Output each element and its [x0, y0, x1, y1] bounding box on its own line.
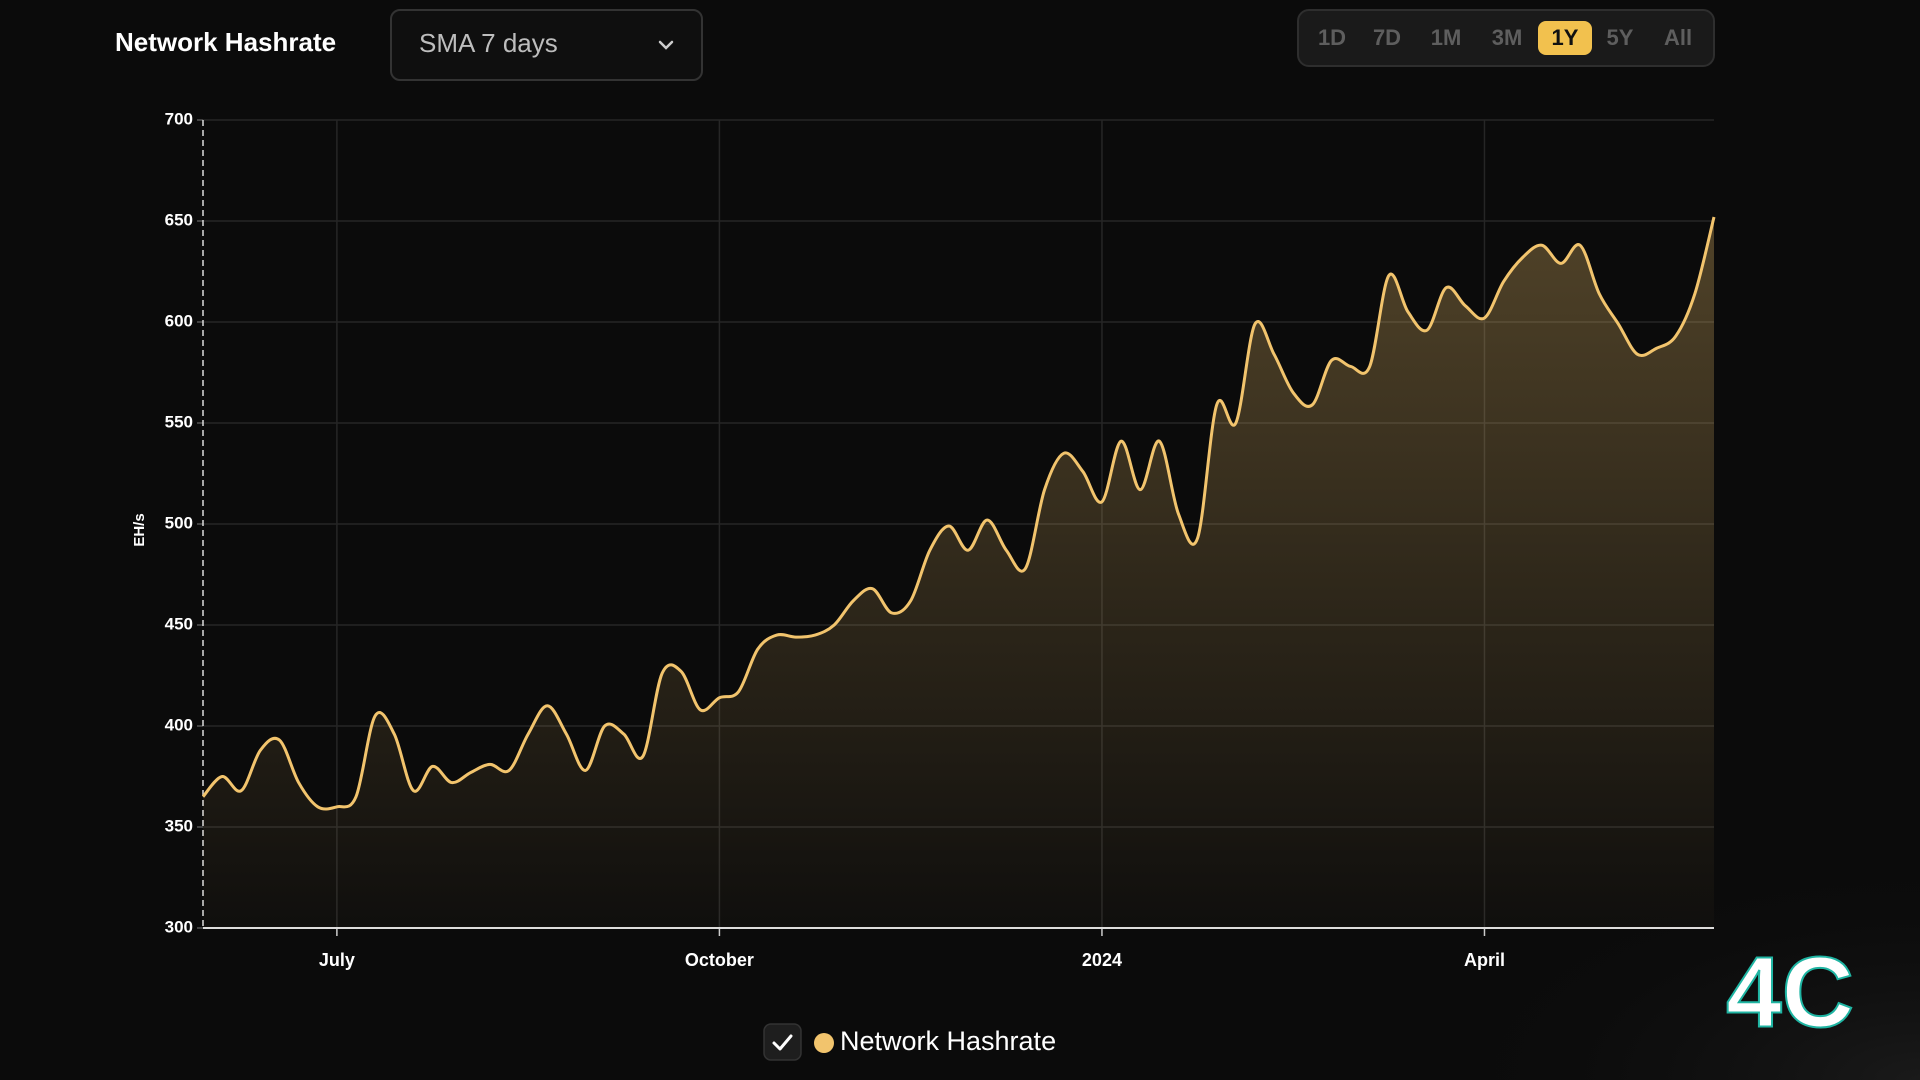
dropdown-chevron[interactable] [658, 40, 674, 50]
range-button[interactable]: 1D [1318, 25, 1346, 50]
range-button[interactable]: 7D [1373, 25, 1401, 50]
dropdown-label[interactable]: SMA 7 days [419, 28, 558, 58]
x-tick-label: July [319, 950, 355, 970]
y-tick-label: 550 [165, 412, 193, 431]
range-button[interactable]: 1Y [1552, 25, 1579, 50]
logo: 4C [1726, 936, 1854, 1048]
dropdown[interactable]: SMA 7 days [390, 9, 703, 81]
range-button[interactable]: 3M [1492, 25, 1523, 50]
legend-checkbox[interactable] [763, 1023, 802, 1061]
range-button[interactable]: 5Y [1607, 25, 1634, 50]
y-axis-label: EH/s [131, 513, 148, 546]
legend-checkmark [772, 1034, 793, 1051]
range-button-active[interactable] [1538, 21, 1592, 55]
range-selector [1297, 9, 1715, 67]
y-tick-label: 350 [165, 816, 193, 835]
chart-title: Network Hashrate [115, 27, 336, 57]
plot-area: 300 350 400 450 500 550 600 650 700 July October 20… [165, 109, 1716, 970]
y-tick-label: 500 [165, 513, 193, 532]
y-tick-label: 650 [165, 210, 193, 229]
y-tick-label: 400 [165, 715, 193, 734]
legend-label[interactable]: Network Hashrate [840, 1026, 1056, 1056]
range-button[interactable]: 1M [1431, 25, 1462, 50]
x-tick-label: April [1464, 950, 1505, 970]
y-tick-label: 700 [165, 109, 193, 128]
line [201, 216, 1716, 811]
legend-marker [814, 1033, 834, 1053]
y-tick-label: 600 [165, 311, 193, 330]
y-tick-label: 450 [165, 614, 193, 633]
range-button[interactable]: All [1664, 25, 1692, 50]
x-tick-label: October [685, 950, 754, 970]
y-tick-label: 300 [165, 917, 193, 936]
area [203, 216, 1714, 928]
legend[interactable]: Network Hashrate [763, 1023, 1056, 1061]
x-tick-label: 2024 [1082, 950, 1122, 970]
dropdown-box[interactable] [390, 9, 703, 81]
